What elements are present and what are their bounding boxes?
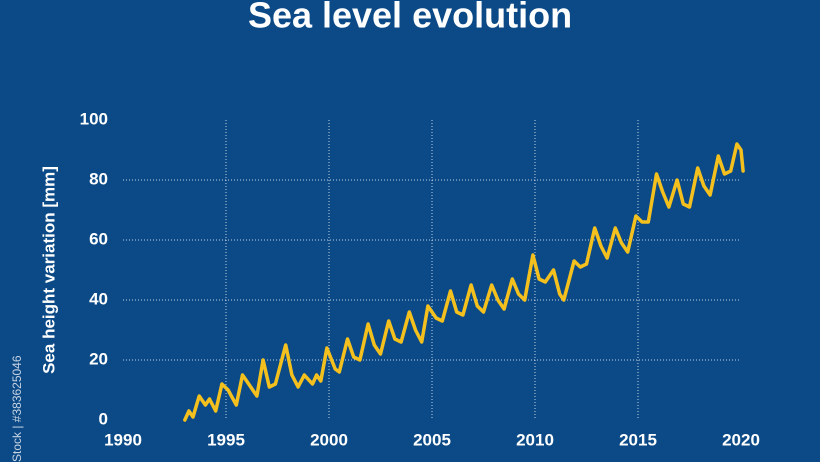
y-tick-label: 0 bbox=[99, 409, 108, 428]
data-line bbox=[183, 142, 745, 422]
x-tick-label: 2005 bbox=[413, 430, 451, 449]
y-tick-label: 60 bbox=[89, 229, 108, 248]
x-tick-label: 1995 bbox=[207, 430, 245, 449]
x-tick-label: 2000 bbox=[310, 430, 348, 449]
y-tick-label: 20 bbox=[89, 349, 108, 368]
watermark: Stock | #383625046 bbox=[10, 355, 24, 462]
y-tick-label: 40 bbox=[89, 289, 108, 308]
x-tick-label: 2015 bbox=[619, 430, 657, 449]
y-tick-label: 80 bbox=[89, 169, 108, 188]
y-tick-label: 100 bbox=[80, 109, 108, 128]
x-tick-label: 2020 bbox=[722, 430, 760, 449]
chart-title: Sea level evolution bbox=[248, 0, 572, 36]
x-tick-label: 1990 bbox=[104, 430, 142, 449]
y-axis-label: Sea height variation [mm] bbox=[39, 166, 58, 374]
x-tick-label: 2010 bbox=[516, 430, 554, 449]
